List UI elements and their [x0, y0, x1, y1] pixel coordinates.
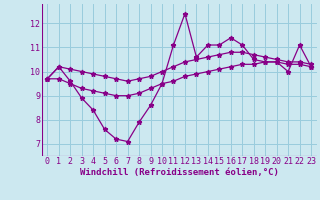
X-axis label: Windchill (Refroidissement éolien,°C): Windchill (Refroidissement éolien,°C): [80, 168, 279, 177]
